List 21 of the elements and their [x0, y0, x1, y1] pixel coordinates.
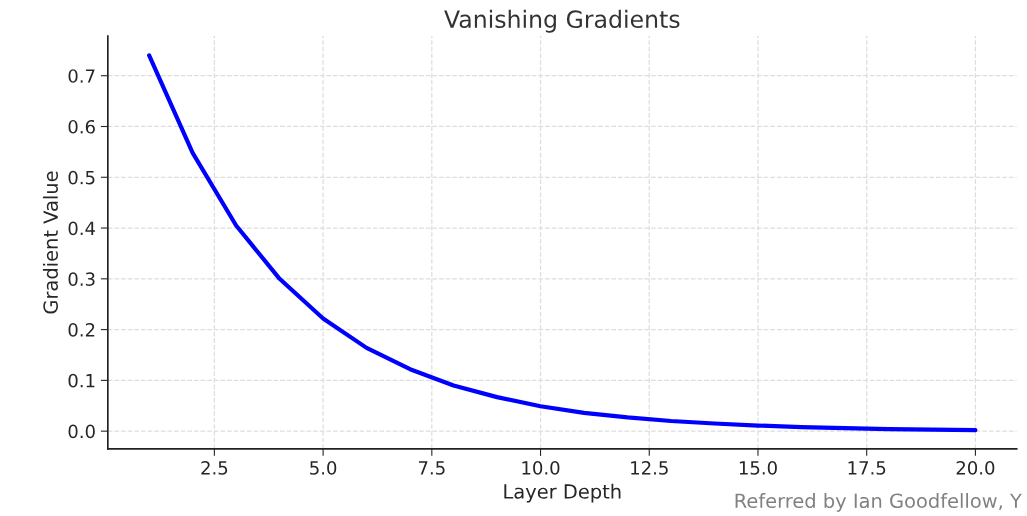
- x-tick-label: 7.5: [418, 461, 445, 475]
- x-axis-title: Layer Depth: [504, 483, 621, 503]
- y-tick-label: 0.5: [68, 170, 95, 185]
- x-tick-label: 2.5: [201, 461, 228, 475]
- x-tick-label: 20.0: [956, 461, 995, 475]
- y-tick-label: 0.0: [68, 424, 95, 439]
- x-tick-label: 15.0: [739, 461, 777, 475]
- y-tick-label: 0.6: [68, 119, 95, 134]
- y-tick-label: 0.4: [68, 221, 96, 236]
- x-tick-label: 12.5: [631, 461, 668, 475]
- line-series: [147, 53, 978, 433]
- chart-title: Vanishing Gradients: [444, 9, 680, 33]
- y-tick-label: 0.7: [68, 69, 95, 83]
- y-tick-label: 0.1: [68, 373, 95, 388]
- text: Referred by Ian Goodfellow, Y: [735, 493, 1022, 512]
- x-tick-label: 17.5: [848, 461, 886, 475]
- y-axis-title: Gradient Value: [42, 171, 58, 314]
- y-tick-label: 0.2: [68, 323, 95, 337]
- x-tick-label: 10.0: [522, 461, 560, 475]
- y-tick-label: 0.3: [68, 272, 95, 286]
- x-tick-label: 5.0: [310, 461, 337, 475]
